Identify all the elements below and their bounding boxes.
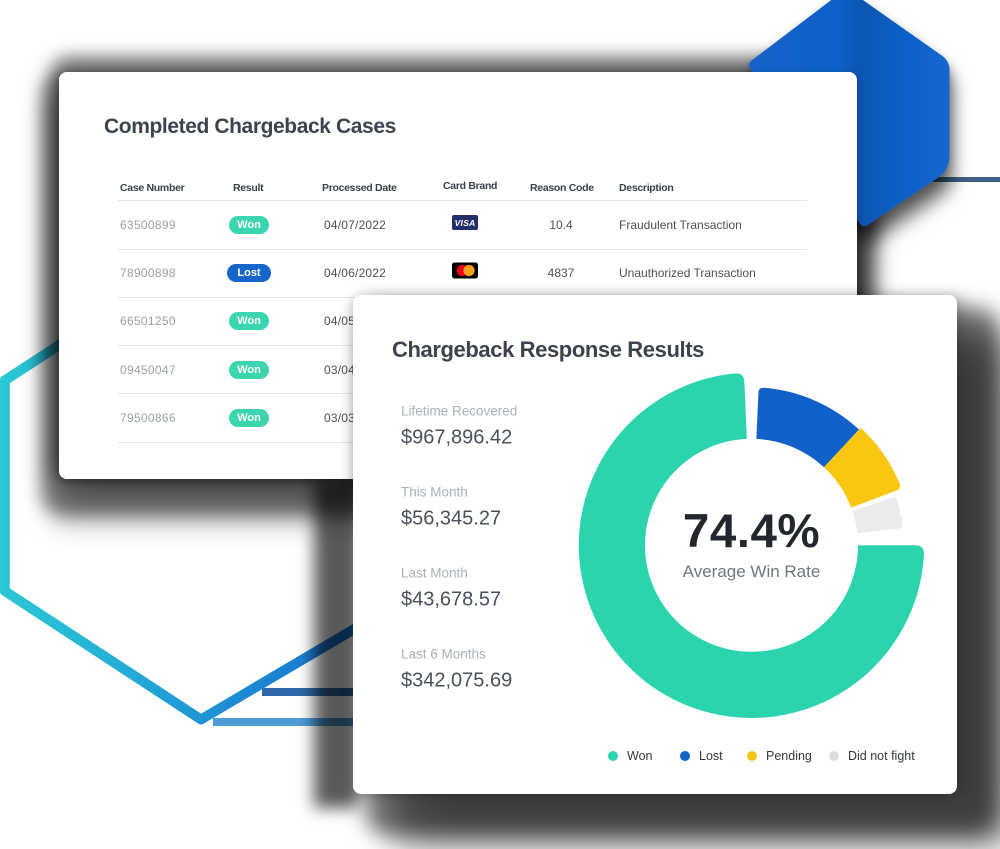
svg-text:VISA: VISA [455,218,476,228]
